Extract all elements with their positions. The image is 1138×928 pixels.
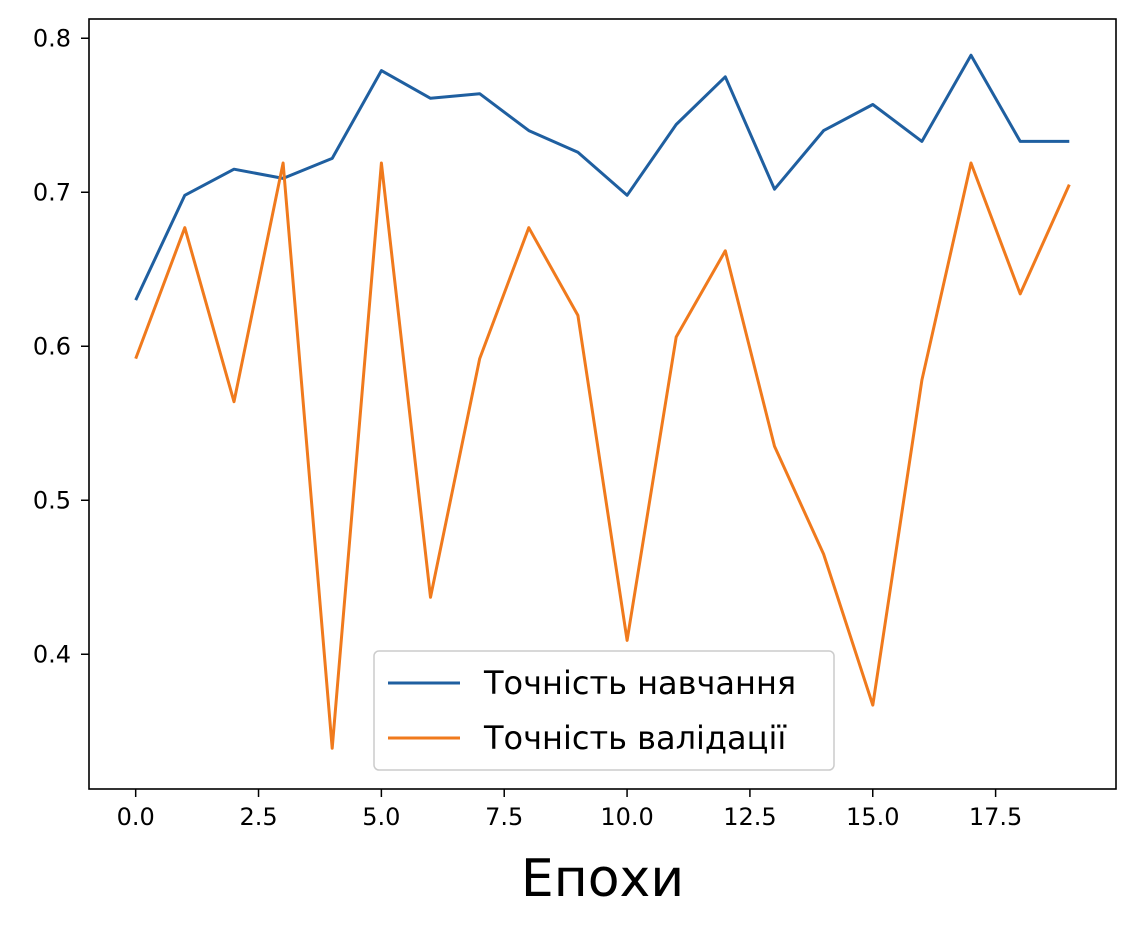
- x-tick-label: 10.0: [600, 803, 653, 831]
- series-line-training: [134, 53, 1070, 301]
- x-tick-label: 15.0: [846, 803, 899, 831]
- y-tick-label: 0.6: [33, 332, 71, 360]
- series-layer: [134, 53, 1071, 750]
- x-tick-label: 0.0: [117, 803, 155, 831]
- plot-frame: [88, 18, 1117, 790]
- x-tick-label: 5.0: [362, 803, 400, 831]
- legend-label-validation: Точність валідації: [483, 719, 787, 757]
- x-tick-label: 7.5: [485, 803, 523, 831]
- x-axis-title: Епохи: [521, 849, 684, 909]
- x-axis: 0.0 2.5 5.0 7.5 10.0 12.5 15.0 17.5: [117, 789, 1022, 831]
- legend-label-training: Точність навчання: [483, 664, 796, 702]
- y-axis: 0.4 0.5 0.6 0.7 0.8: [33, 24, 89, 668]
- legend-box: [373, 650, 835, 771]
- x-tick-label: 2.5: [239, 803, 277, 831]
- y-tick-label: 0.4: [33, 640, 71, 668]
- x-tick-label: 12.5: [723, 803, 776, 831]
- series-line-validation: [134, 161, 1071, 750]
- y-tick-label: 0.5: [33, 486, 71, 514]
- y-tick-label: 0.8: [33, 24, 71, 52]
- x-tick-label: 17.5: [969, 803, 1022, 831]
- legend: Точність навчання Точність валідації: [373, 650, 835, 771]
- y-tick-label: 0.7: [33, 178, 71, 206]
